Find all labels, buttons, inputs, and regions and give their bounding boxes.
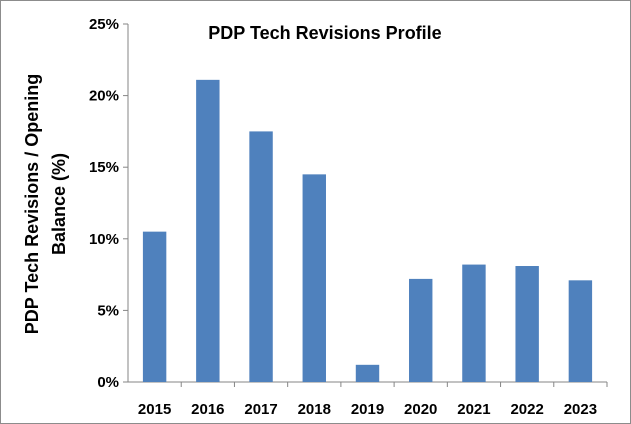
- bar-2020: [409, 278, 433, 382]
- bar-2015: [142, 231, 167, 382]
- bar-2018: [302, 174, 326, 382]
- x-tick-label: 2017: [244, 401, 277, 418]
- x-tick-label: 2021: [457, 401, 490, 418]
- x-tick-label: 2022: [510, 401, 543, 418]
- x-tick-label: 2020: [404, 401, 437, 418]
- y-axis-label-line-1: PDP Tech Revisions / Opening: [22, 74, 42, 334]
- bar-2023: [568, 280, 593, 382]
- bar-2016: [196, 79, 220, 383]
- x-tick-label: 2023: [564, 401, 597, 418]
- x-tick-label: 2015: [138, 401, 171, 418]
- x-tick-label: 2016: [191, 401, 224, 418]
- bar-2019: [355, 364, 380, 382]
- bar-2021: [462, 264, 486, 382]
- y-tick-label: 0%: [97, 374, 119, 391]
- chart-title: PDP Tech Revisions Profile: [208, 23, 441, 43]
- y-tick-label: 5%: [97, 302, 119, 319]
- y-tick-label: 25%: [89, 16, 119, 33]
- bar-2022: [515, 266, 539, 382]
- y-axis-label-line-2: Balance (%): [49, 153, 69, 255]
- y-tick-label: 20%: [89, 88, 119, 105]
- y-tick-label: 10%: [89, 231, 119, 248]
- bar-2017: [249, 131, 273, 382]
- x-tick-label: 2019: [351, 401, 384, 418]
- y-tick-label: 15%: [89, 159, 119, 176]
- x-tick-label: 2018: [298, 401, 331, 418]
